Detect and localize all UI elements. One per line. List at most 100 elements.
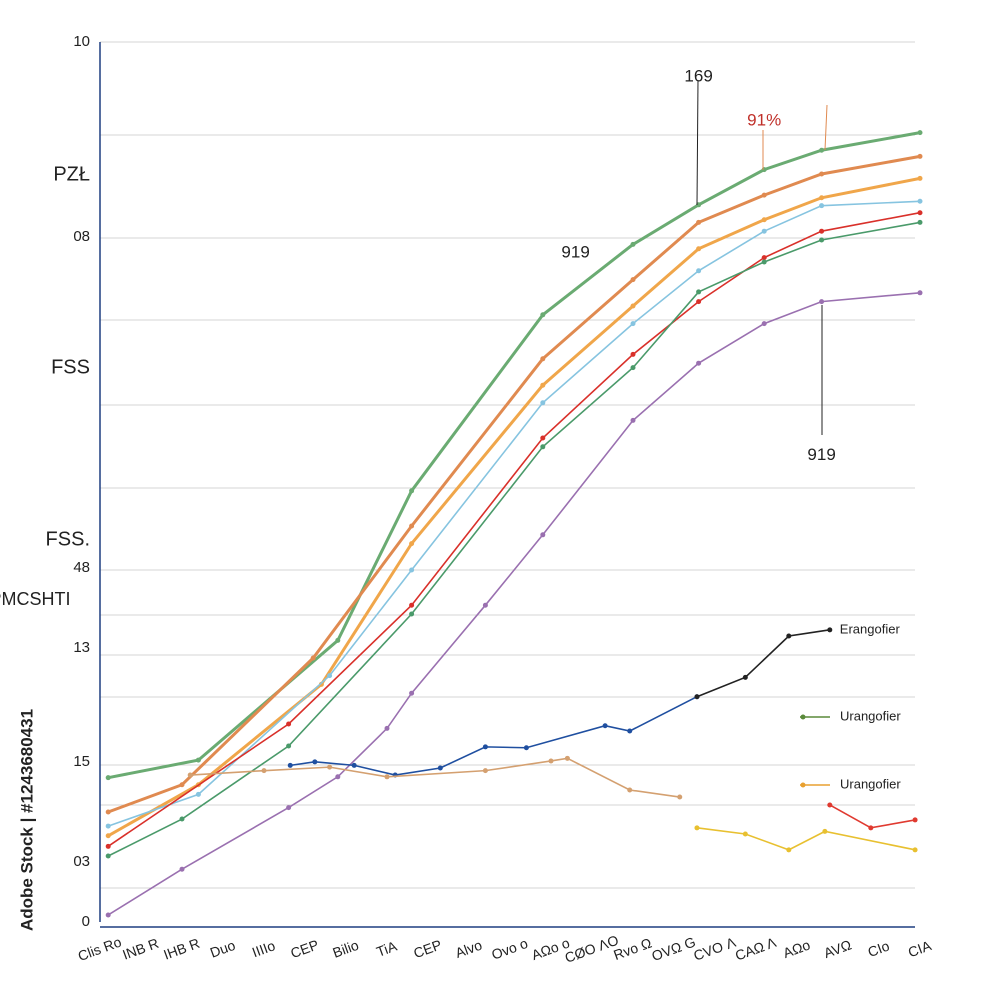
data-point: [827, 627, 833, 633]
data-point: [917, 290, 923, 296]
series-line: [290, 696, 698, 776]
data-point: [819, 171, 825, 177]
data-point: [630, 351, 636, 357]
annotation: 919: [561, 243, 589, 262]
data-point: [105, 809, 111, 815]
data-point: [409, 602, 415, 608]
data-point: [482, 602, 488, 608]
series-line: [107, 131, 921, 780]
x-tick-label: Bilio: [330, 937, 361, 961]
data-point: [627, 728, 633, 734]
data-point: [696, 299, 702, 305]
data-point: [819, 237, 825, 243]
data-point: [694, 694, 700, 700]
data-point: [677, 794, 683, 800]
data-point: [351, 762, 357, 768]
data-point: [105, 775, 111, 781]
y-tick-label: 0: [82, 913, 90, 930]
data-point: [564, 755, 570, 761]
data-point: [437, 765, 443, 771]
data-point: [819, 299, 825, 305]
series-line: [829, 804, 916, 829]
series-line: [107, 154, 921, 814]
series-line: [107, 292, 921, 916]
x-tick-label: CIA: [906, 937, 934, 960]
data-point: [917, 210, 923, 216]
data-point: [327, 673, 333, 679]
data-point: [179, 866, 185, 872]
data-point: [761, 167, 767, 173]
data-point: [627, 787, 633, 793]
data-point: [409, 488, 415, 494]
x-tick-label: CVO Λ: [691, 934, 738, 964]
data-point: [409, 690, 415, 696]
x-tick-label: Ovo o: [489, 935, 530, 963]
y-tick-label: 10: [73, 33, 90, 50]
y-tick-label: FSS: [51, 356, 90, 378]
data-point: [540, 532, 546, 538]
legend-marker: [800, 714, 806, 720]
series-line: [696, 629, 830, 698]
data-point: [917, 130, 923, 136]
data-point: [179, 782, 185, 788]
data-point: [819, 147, 825, 153]
data-point: [630, 321, 636, 327]
data-point: [630, 303, 636, 309]
y-tick-label: PZŁ: [53, 163, 90, 185]
data-point: [696, 268, 702, 274]
data-point: [286, 805, 292, 811]
annotation: 169: [684, 67, 712, 86]
y-tick-label: FSS.: [46, 528, 90, 550]
data-point: [696, 246, 702, 252]
data-point: [335, 637, 341, 643]
data-point: [540, 356, 546, 362]
x-tick-label: CIo: [866, 937, 892, 960]
data-point: [917, 198, 923, 204]
data-point: [105, 843, 111, 849]
y-tick-label: 15: [73, 753, 90, 770]
data-point: [917, 153, 923, 159]
data-point: [917, 219, 923, 225]
data-point: [409, 523, 415, 529]
data-point: [548, 758, 554, 764]
data-point: [912, 817, 918, 823]
series-line: [107, 211, 921, 847]
data-point: [310, 655, 316, 661]
data-point: [286, 721, 292, 727]
data-point: [540, 444, 546, 450]
y-tick-label: 13: [73, 639, 90, 656]
legend-label: Urangofier: [840, 708, 901, 723]
data-point: [327, 764, 333, 770]
watermark: Adobe Stock | #1243680431: [17, 709, 36, 931]
data-point: [409, 567, 415, 573]
data-point: [286, 743, 292, 749]
data-point: [179, 816, 185, 822]
annotation: 919: [807, 445, 835, 464]
data-point: [195, 791, 201, 797]
data-point: [261, 768, 267, 774]
x-tick-label: Clis Ro: [76, 933, 124, 964]
data-point: [630, 277, 636, 283]
x-tick-label: AVΩ: [822, 936, 854, 961]
leader: [824, 104, 828, 151]
annotation: 91%: [747, 111, 781, 130]
data-point: [742, 674, 748, 680]
data-point: [523, 745, 529, 751]
data-point: [409, 541, 415, 547]
x-tick-label: IHB R: [161, 935, 202, 963]
legend-marker: [800, 782, 806, 788]
data-point: [602, 723, 608, 729]
data-point: [761, 259, 767, 265]
data-point: [195, 757, 201, 763]
data-point: [630, 417, 636, 423]
x-tick-label: CEP: [288, 936, 321, 961]
series-line: [696, 827, 916, 851]
y-axis-label: PMCSHTI: [0, 589, 71, 609]
data-point: [917, 175, 923, 181]
x-tick-label: INB R: [120, 935, 161, 963]
data-point: [540, 382, 546, 388]
data-point: [761, 321, 767, 327]
data-point: [630, 365, 636, 371]
data-point: [540, 400, 546, 406]
